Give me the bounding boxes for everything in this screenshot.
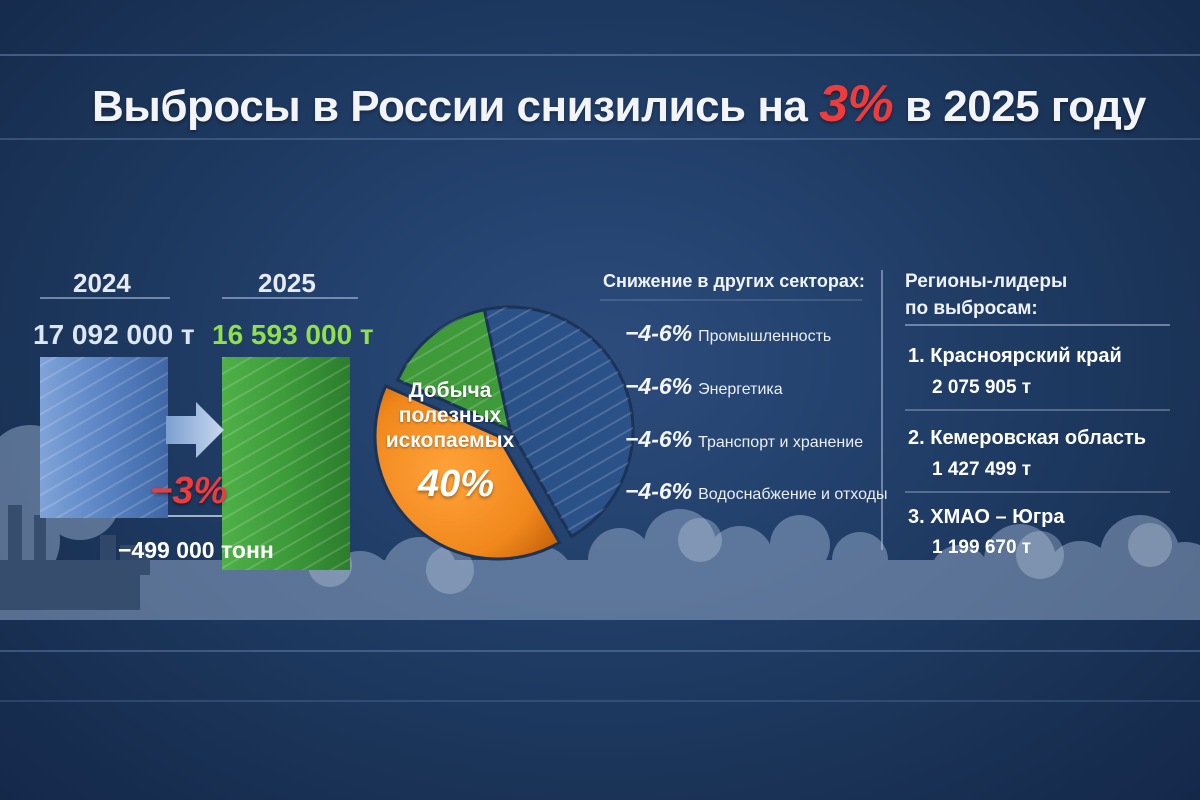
change-absolute-label: −499 000 тонн xyxy=(118,537,274,563)
title-divider xyxy=(0,138,1200,140)
regions-heading-line2: по выбросам: xyxy=(905,298,1038,319)
region-value-2: 1 427 499 т xyxy=(932,459,1032,480)
arrow-right-icon xyxy=(166,402,224,458)
factory-decoration xyxy=(0,505,150,610)
sectors-heading: Снижение в других секторах: xyxy=(603,271,865,291)
title-suffix: в 2025 году xyxy=(893,82,1146,131)
region-value-3: 1 199 670 т xyxy=(932,537,1032,558)
region-name-3: 3. ХМАО – Югра xyxy=(908,506,1065,528)
title-highlight: 3% xyxy=(819,75,894,133)
bottom-divider xyxy=(0,650,1200,652)
change-percent-label: −3% xyxy=(150,470,228,512)
sector-name: Транспорт и хранение xyxy=(698,434,864,451)
sector-name: Промышленность xyxy=(698,328,832,345)
bar-category-2025: 2025 xyxy=(258,268,316,298)
pie-chart xyxy=(373,305,635,561)
bar-value-label-2024: 17 092 000 т xyxy=(33,319,195,350)
page-title: Выбросы в России снизились на 3% в 2025 … xyxy=(92,74,1146,134)
sector-name: Водоснабжение и отходы xyxy=(698,486,888,503)
sector-item-industry: −4-6% Промышленность xyxy=(625,320,831,347)
region-value-1: 2 075 905 т xyxy=(932,377,1032,398)
sector-pct: −4-6% xyxy=(625,373,693,399)
sector-name: Энергетика xyxy=(698,381,783,398)
sector-pct: −4-6% xyxy=(625,426,693,452)
pie-slice-value-mining: 40% xyxy=(418,463,495,505)
pie-slice-mining xyxy=(373,383,562,561)
top-divider xyxy=(0,54,1200,56)
regions-heading: Регионы-лидеры по выбросам: xyxy=(905,268,1067,322)
sector-pct: −4-6% xyxy=(625,320,693,346)
bottom-divider-2 xyxy=(0,700,1200,702)
regions-heading-line1: Регионы-лидеры xyxy=(905,271,1068,292)
sector-pct: −4-6% xyxy=(625,478,693,504)
region-name-2: 2. Кемеровская область xyxy=(908,427,1147,449)
bar-category-2024: 2024 xyxy=(73,268,131,298)
sector-item-water: −4-6% Водоснабжение и отходы xyxy=(625,478,887,505)
bar-2024-hatch xyxy=(40,357,168,518)
title-prefix: Выбросы в России снизились на xyxy=(92,82,820,131)
region-name-1: 1. Красноярский край xyxy=(908,345,1122,367)
bar-2025-hatch xyxy=(222,357,350,570)
pie-slice-blue-texture xyxy=(484,307,633,537)
sector-item-energy: −4-6% Энергетика xyxy=(625,373,783,400)
pie-slice-label-mining: Добыча полезных ископаемых xyxy=(385,379,515,452)
bar-value-label-2025: 16 593 000 т xyxy=(212,319,374,350)
pie-slice-green-texture xyxy=(397,309,510,430)
sector-item-transport: −4-6% Транспорт и хранение xyxy=(625,426,863,453)
